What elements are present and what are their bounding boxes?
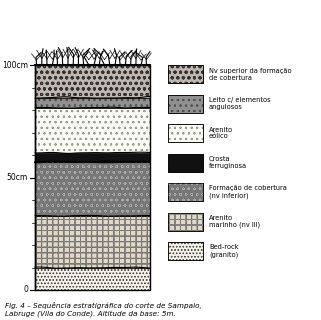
- Bar: [168, 183, 203, 201]
- Text: 0: 0: [23, 285, 28, 294]
- Bar: [168, 212, 203, 230]
- Bar: [35, 65, 150, 98]
- Bar: [168, 124, 203, 142]
- Bar: [35, 98, 150, 108]
- Bar: [35, 65, 150, 290]
- Bar: [168, 65, 203, 83]
- Text: 50cm: 50cm: [7, 173, 28, 182]
- Text: Arenito
eólico: Arenito eólico: [209, 126, 233, 140]
- Bar: [168, 124, 203, 142]
- Bar: [35, 268, 150, 290]
- Bar: [168, 242, 203, 260]
- Bar: [35, 98, 150, 108]
- Bar: [168, 242, 203, 260]
- Bar: [35, 153, 150, 162]
- Text: Nv superior da formação
de cobertura: Nv superior da formação de cobertura: [209, 68, 291, 81]
- Text: Formação de cobertura
(nv inferior): Formação de cobertura (nv inferior): [209, 185, 287, 199]
- Bar: [168, 94, 203, 113]
- Bar: [35, 216, 150, 268]
- Bar: [35, 108, 150, 153]
- Bar: [168, 154, 203, 172]
- Bar: [168, 65, 203, 83]
- Text: Leito c/ elementos
angulosos: Leito c/ elementos angulosos: [209, 97, 271, 110]
- Text: Fig. 4 – Sequência estratigráfica do corte de Sampaio,
Labruge (Vila do Conde). : Fig. 4 – Sequência estratigráfica do cor…: [5, 302, 202, 316]
- Text: Arenito
marinho (nv III): Arenito marinho (nv III): [209, 215, 260, 228]
- Bar: [35, 162, 150, 216]
- Text: Bed-rock
(granito): Bed-rock (granito): [209, 244, 239, 258]
- Bar: [168, 242, 203, 260]
- Bar: [168, 154, 203, 172]
- Bar: [168, 94, 203, 113]
- Bar: [168, 212, 203, 230]
- Bar: [168, 94, 203, 113]
- Bar: [168, 212, 203, 230]
- Bar: [35, 216, 150, 268]
- Bar: [168, 183, 203, 201]
- Bar: [168, 65, 203, 83]
- Text: Crosta
ferruginosa: Crosta ferruginosa: [209, 156, 247, 169]
- Bar: [168, 124, 203, 142]
- Text: 100cm: 100cm: [2, 60, 28, 69]
- Bar: [168, 183, 203, 201]
- Bar: [35, 162, 150, 216]
- Bar: [35, 65, 150, 98]
- Bar: [35, 268, 150, 290]
- Bar: [35, 108, 150, 153]
